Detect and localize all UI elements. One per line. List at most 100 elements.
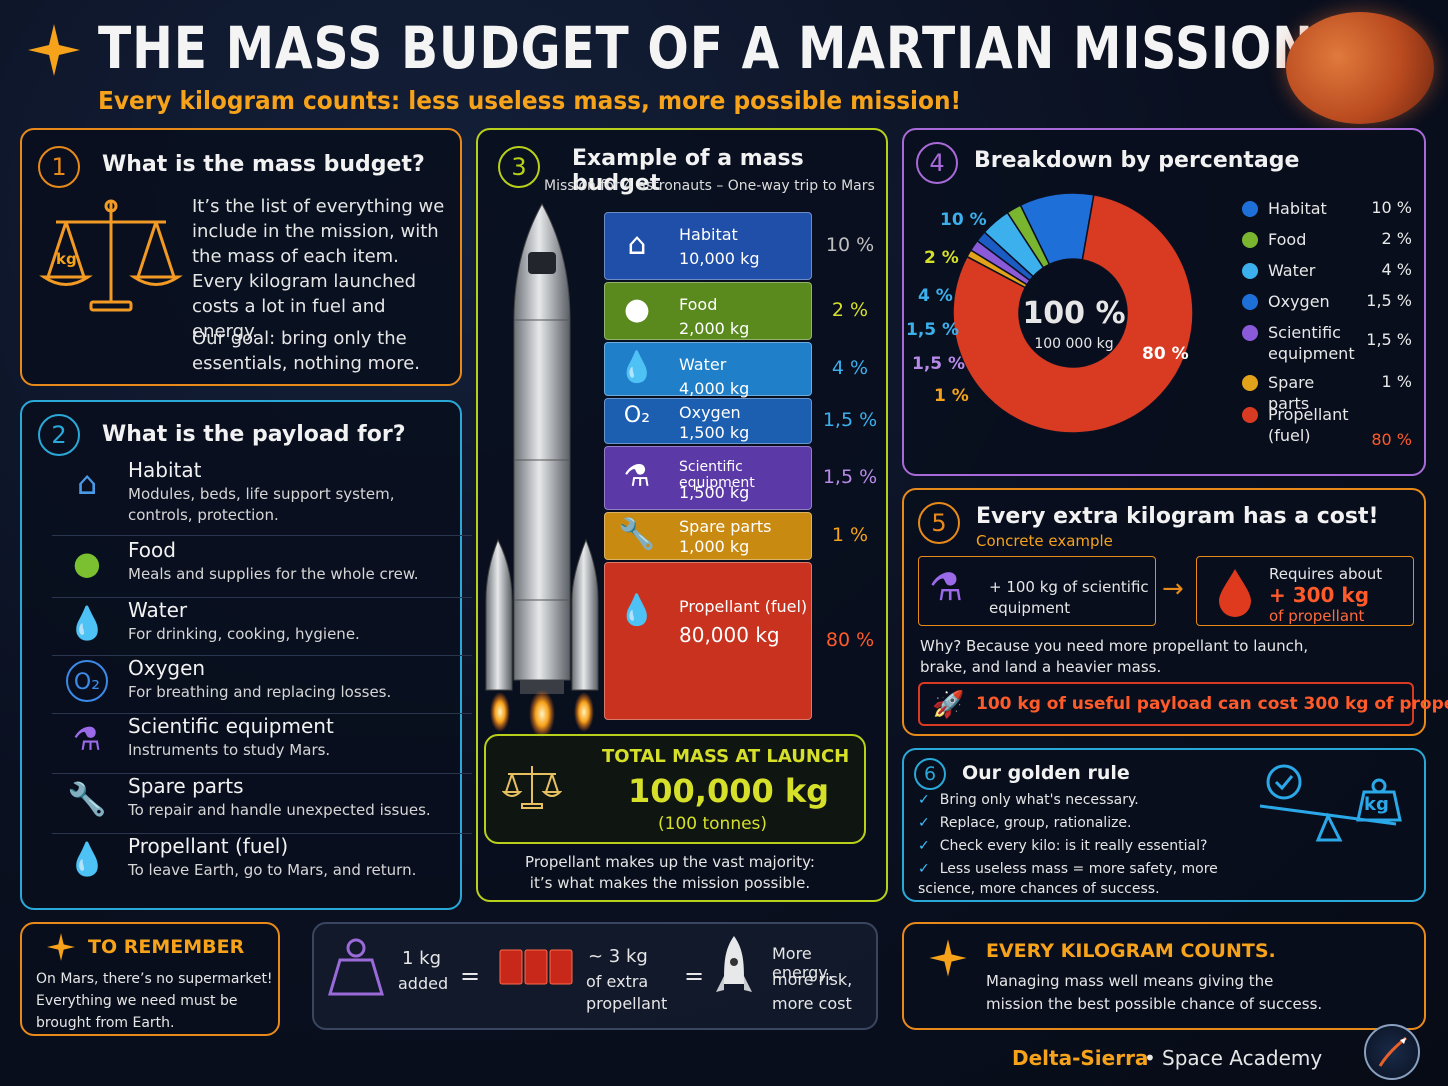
rocket-illustration xyxy=(482,200,602,740)
equation-three-kg: ~ 3 kg xyxy=(588,946,648,967)
budget-bar-pct: 10 % xyxy=(825,234,875,256)
donut-slice-label: 2 % xyxy=(924,248,959,268)
donut-slice-water xyxy=(983,211,1045,278)
budget-bar-pct: 2 % xyxy=(831,299,869,321)
payload-item-desc: Modules, beds, life support system, cont… xyxy=(128,485,395,524)
legend-swatch xyxy=(1242,325,1258,341)
legend-swatch xyxy=(1242,407,1258,423)
legend-pct: 1,5 % xyxy=(1366,291,1412,310)
equation-of-extra: of extra xyxy=(586,972,649,991)
payload-item: ⚗ Scientific equipment Instruments to st… xyxy=(52,714,472,774)
payload-item: 💧 Water For drinking, cooking, hygiene. xyxy=(52,598,472,656)
payload-item-desc: To leave Earth, go to Mars, and return. xyxy=(128,861,417,879)
budget-bar-pct: 1,5 % xyxy=(822,409,878,431)
balance-kg-label: kg xyxy=(1364,794,1389,815)
payload-item-name: Habitat xyxy=(128,458,202,482)
every-kilogram-box: EVERY KILOGRAM COUNTS. Managing mass wel… xyxy=(902,922,1426,1030)
star-icon xyxy=(26,22,82,78)
example-right-box: Requires about + 300 kg of propellant xyxy=(1196,556,1414,626)
example-left-box: ⚗ + 100 kg of scientific equipment xyxy=(918,556,1156,626)
star-icon xyxy=(928,938,968,978)
footer-academy: Space Academy xyxy=(1162,1046,1323,1070)
panel-number: 6 xyxy=(914,758,946,790)
equation-box: 1 kg added = ~ 3 kg of extra propellant … xyxy=(312,922,878,1030)
payload-item: 🔧 Spare parts To repair and handle unexp… xyxy=(52,774,472,834)
panel-title: Every extra kilogram has a cost! xyxy=(976,504,1379,529)
microscope-icon: ⚗ xyxy=(623,459,651,494)
payload-item-desc: To repair and handle unexpected issues. xyxy=(128,801,431,819)
legend-item: Scientific equipment 1,5 % xyxy=(1242,322,1412,363)
golden-rule-text: Replace, group, rationalize. xyxy=(939,815,1132,831)
scale-icon xyxy=(501,762,563,812)
budget-bar-name: Propellant (fuel) xyxy=(679,597,808,616)
water-drop-icon: 💧 xyxy=(618,350,656,385)
panel-title: Breakdown by percentage xyxy=(974,148,1300,173)
budget-bar-mass: 4,000 kg xyxy=(679,379,750,398)
legend-item: Water 4 % xyxy=(1242,260,1412,300)
panel-number: 2 xyxy=(38,414,80,456)
budget-bar-mass: 2,000 kg xyxy=(679,319,750,338)
legend-pct: 2 % xyxy=(1381,229,1412,248)
payload-item-desc: For drinking, cooking, hygiene. xyxy=(128,625,360,643)
panel-number: 1 xyxy=(38,146,80,188)
scale-kg-label: kg xyxy=(56,250,77,268)
payload-item-desc: Instruments to study Mars. xyxy=(128,741,331,759)
donut-slice-label: 10 % xyxy=(940,210,987,230)
legend-item: Propellant (fuel) 80 % xyxy=(1242,404,1412,449)
oxygen-icon: O₂ xyxy=(623,403,651,428)
panel-title: Our golden rule xyxy=(962,762,1130,784)
payload-item: ● Food Meals and supplies for the whole … xyxy=(52,538,472,598)
apple-icon: ● xyxy=(73,544,101,582)
payload-item: 💧 Propellant (fuel) To leave Earth, go t… xyxy=(52,834,472,910)
extra-propellant-label: of propellant xyxy=(1269,607,1365,625)
legend-pct: 4 % xyxy=(1381,260,1412,279)
equation-cost: more cost xyxy=(772,994,852,1013)
check-icon: ✓ xyxy=(918,838,930,854)
budget-bar-name: Habitat xyxy=(679,225,738,244)
microscope-icon: ⚗ xyxy=(72,720,102,758)
equation-added: added xyxy=(398,974,449,993)
panel-title: Example of a mass budget xyxy=(572,146,804,196)
donut-slice-label: 4 % xyxy=(918,286,953,306)
payload-item: ⌂ Habitat Modules, beds, life support sy… xyxy=(52,458,472,536)
budget-bar-name: Scientific equipment xyxy=(679,459,755,491)
budget-bar: ⚗ Scientific equipment 1,500 kg xyxy=(604,446,812,510)
payload-item-name: Food xyxy=(128,538,176,562)
donut-chart xyxy=(952,192,1194,434)
legend-swatch xyxy=(1242,232,1258,248)
legend-swatch xyxy=(1242,294,1258,310)
scale-icon: kg xyxy=(36,192,186,322)
every-kilogram-title: EVERY KILOGRAM COUNTS. xyxy=(986,940,1276,962)
fuel-drop-icon: 💧 xyxy=(618,593,656,628)
budget-bar-pct: 1 % xyxy=(831,524,869,546)
cost-banner-text: 100 kg of useful payload can cost 300 kg… xyxy=(976,694,1448,714)
requires-about-label: Requires about xyxy=(1269,565,1383,583)
legend-name: Scientific equipment xyxy=(1268,323,1355,363)
donut-center-kg: 100 000 kg xyxy=(1034,336,1114,352)
microscope-icon: ⚗ xyxy=(929,565,964,609)
wrench-icon: 🔧 xyxy=(67,780,107,818)
budget-bar-mass: 1,000 kg xyxy=(679,537,750,556)
legend-item: Habitat 10 % xyxy=(1242,198,1412,238)
page-subtitle: Every kilogram counts: less useless mass… xyxy=(98,86,962,115)
fuel-cans-icon xyxy=(498,942,574,986)
payload-item-name: Spare parts xyxy=(128,774,244,798)
budget-bar-name: Water xyxy=(679,355,727,374)
extra-propellant-value: + 300 kg xyxy=(1269,583,1370,607)
legend-name: Propellant (fuel) xyxy=(1268,405,1349,445)
check-icon: ✓ xyxy=(918,792,930,808)
legend-item: Food 2 % xyxy=(1242,229,1412,269)
legend-swatch xyxy=(1242,263,1258,279)
fuel-drop-icon: 💧 xyxy=(67,840,107,878)
footer-separator: • xyxy=(1144,1046,1156,1070)
donut-slice-label: 1 % xyxy=(934,386,969,406)
golden-rule-text: Less useless mass = more safety, more sc… xyxy=(918,861,1218,897)
golden-rule-item: ✓ Less useless mass = more safety, more s… xyxy=(918,859,1258,899)
legend-swatch xyxy=(1242,201,1258,217)
budget-bar-mass: 1,500 kg xyxy=(679,423,750,442)
legend-name: Food xyxy=(1268,230,1307,249)
legend-pct: 1 % xyxy=(1381,372,1412,391)
payload-item-name: Propellant (fuel) xyxy=(128,834,289,858)
total-mass-label: TOTAL MASS AT LAUNCH xyxy=(602,746,850,767)
budget-bar: O₂ Oxygen 1,500 kg xyxy=(604,398,812,444)
